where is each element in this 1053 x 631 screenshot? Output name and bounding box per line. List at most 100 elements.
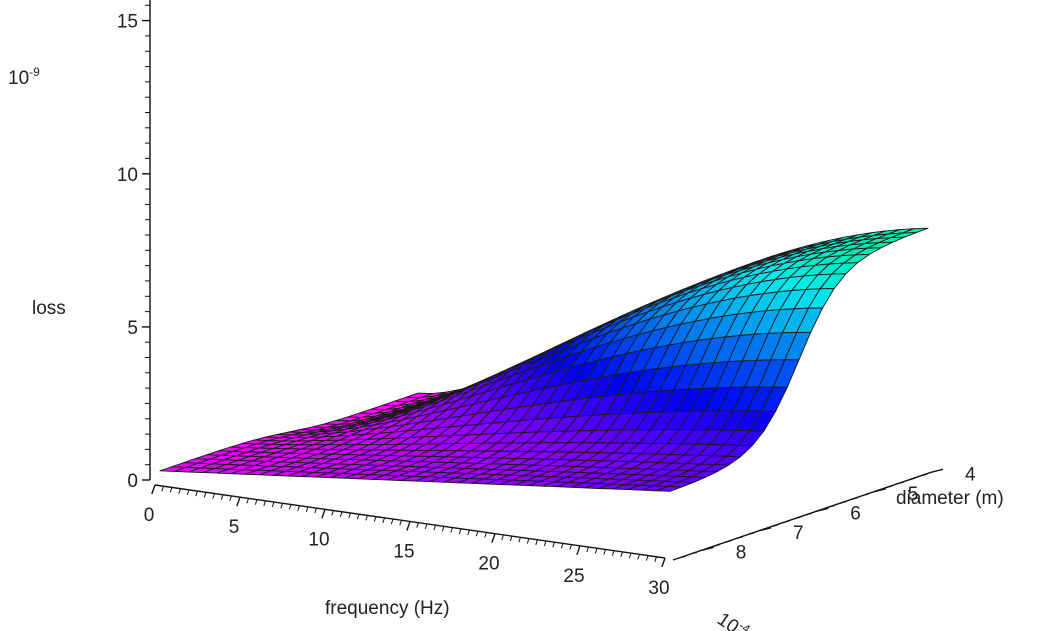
z-axis-title: loss (32, 298, 66, 319)
x-minor-tick (484, 532, 487, 538)
y-major-tick (758, 527, 772, 532)
x-minor-tick (526, 538, 530, 544)
x-minor-tick (305, 506, 309, 513)
x-minor-tick (271, 501, 275, 508)
y-tick-label: 4 (965, 464, 976, 485)
x-minor-tick (399, 520, 402, 526)
x-minor-tick (331, 510, 334, 516)
x-minor-tick (611, 550, 615, 556)
x-major-tick (406, 521, 411, 531)
axis-labels: 10-9 loss frequency (Hz) diameter (m) 10… (8, 12, 1004, 631)
x-minor-tick (424, 523, 428, 530)
x-minor-tick (433, 524, 436, 531)
x-minor-tick (203, 492, 207, 498)
z-tick-label: 0 (127, 471, 138, 492)
x-minor-tick (280, 503, 283, 509)
y-minor-tick (793, 516, 801, 520)
x-minor-tick (450, 527, 453, 533)
x-minor-tick (246, 498, 249, 504)
y-minor-tick (827, 505, 835, 508)
y-minor-tick (850, 497, 858, 501)
x-minor-tick (390, 518, 394, 525)
x-minor-tick (628, 552, 632, 559)
x-minor-tick (382, 517, 385, 524)
y-minor-tick (862, 493, 870, 497)
y-major-tick (930, 468, 944, 473)
x-minor-tick (348, 512, 351, 519)
x-minor-tick (518, 537, 521, 543)
x-minor-tick (467, 529, 470, 536)
x-major-tick (321, 509, 326, 519)
x-tick-label: 15 (393, 542, 414, 563)
x-minor-tick (552, 542, 555, 548)
x-tick-label: 20 (478, 554, 499, 575)
y-tick-label: 8 (736, 542, 747, 563)
x-minor-tick (229, 495, 232, 502)
x-minor-tick (594, 548, 598, 554)
y-minor-tick (839, 501, 847, 504)
x-minor-tick (373, 516, 377, 522)
x-tick-label: 10 (308, 529, 329, 550)
x-minor-tick (543, 540, 547, 547)
x-major-tick (661, 557, 666, 568)
z-tick-label: 10 (117, 165, 138, 186)
y-minor-tick (678, 555, 686, 559)
y-major-tick (873, 488, 886, 493)
x-minor-tick (509, 535, 513, 542)
y-minor-tick (690, 551, 698, 555)
x-minor-tick (501, 534, 504, 541)
x-minor-tick (169, 487, 173, 493)
x-axis-title: frequency (Hz) (325, 598, 450, 619)
x-minor-tick (586, 546, 589, 553)
y-minor-tick (735, 536, 744, 540)
x-minor-tick (475, 531, 479, 537)
x-minor-tick (297, 505, 300, 511)
x-minor-tick (314, 507, 317, 514)
y-minor-tick (781, 520, 790, 524)
x-major-tick (576, 545, 581, 556)
y-major-tick (816, 507, 829, 512)
y-minor-tick (907, 477, 916, 481)
x-minor-tick (365, 515, 368, 521)
x-tick-label: 30 (648, 578, 669, 599)
x-minor-tick (416, 522, 419, 528)
x-tick-label: 25 (563, 566, 584, 587)
x-major-tick (151, 484, 156, 495)
x-minor-tick (178, 488, 181, 494)
y-minor-tick (896, 481, 904, 485)
y-axis-line (672, 471, 932, 561)
x-minor-tick (535, 539, 538, 545)
x-tick-label: 0 (144, 505, 155, 526)
y-major-tick (701, 546, 714, 551)
y-tick-label: 5 (908, 484, 919, 505)
x-minor-tick (441, 526, 445, 532)
x-minor-tick (569, 544, 572, 550)
x-minor-tick (161, 486, 164, 492)
x-minor-tick (254, 499, 258, 505)
x-minor-tick (620, 551, 623, 558)
z-scale-note: 10-9 (8, 65, 40, 89)
x-minor-tick (356, 514, 360, 520)
x-minor-tick (637, 554, 640, 560)
x-major-tick (491, 533, 496, 543)
y-minor-tick (747, 532, 755, 536)
x-minor-tick (458, 528, 462, 534)
z-tick-label: 5 (127, 318, 138, 339)
y-minor-tick (724, 540, 732, 543)
y-minor-tick (804, 512, 813, 516)
x-minor-tick (560, 543, 564, 549)
y-tick-label: 7 (793, 523, 804, 544)
x-minor-tick (195, 490, 198, 497)
x-minor-tick (603, 549, 606, 555)
loss-surface (159, 227, 929, 492)
x-minor-tick (288, 504, 292, 510)
y-scale-note: 10-4 (713, 606, 753, 631)
z-tick-label: 15 (117, 12, 138, 33)
x-minor-tick (186, 489, 190, 496)
x-minor-tick (654, 556, 657, 562)
y-minor-tick (770, 524, 778, 528)
y-tick-label: 6 (850, 503, 861, 524)
y-minor-tick (884, 485, 893, 489)
x-minor-tick (645, 555, 649, 561)
